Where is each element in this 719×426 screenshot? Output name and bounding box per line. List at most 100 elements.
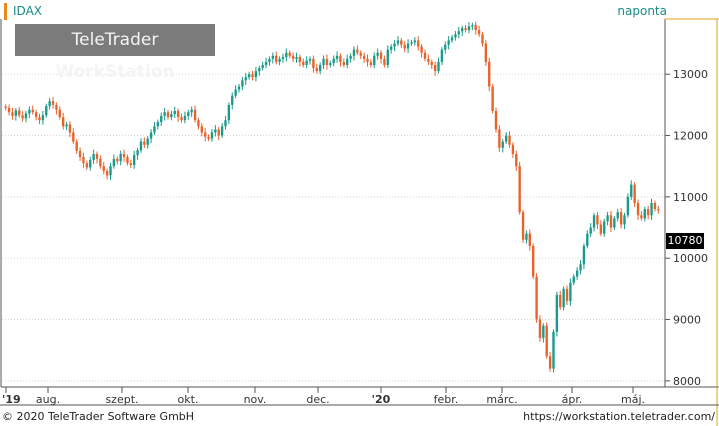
candle-body: [474, 25, 477, 31]
y-tick-label: 13000: [673, 68, 708, 81]
candle-body: [163, 112, 166, 116]
candle-body: [532, 245, 535, 277]
candle-body: [119, 153, 122, 162]
candle-body: [285, 52, 288, 58]
candle-body: [352, 49, 356, 56]
candle-body: [488, 61, 491, 87]
candle-body: [258, 68, 261, 72]
candle-body: [264, 61, 268, 65]
candle-body: [92, 153, 95, 161]
candle-body: [204, 132, 207, 137]
candle-body: [535, 276, 538, 320]
chart-frame: [0, 18, 719, 426]
candle-body: [254, 71, 258, 78]
candle-body: [606, 215, 609, 222]
candle-body: [613, 218, 616, 228]
candle-body: [183, 115, 187, 121]
x-tick-label: ápr.: [562, 393, 583, 406]
candle-body: [122, 153, 126, 157]
candle-body: [244, 77, 247, 81]
y-tick-label: 10000: [673, 252, 708, 265]
candle-body: [166, 112, 170, 118]
candle-body: [501, 141, 504, 148]
website-link[interactable]: https://workstation.teletrader.com/: [523, 410, 715, 423]
copyright-text: © 2020 TeleTrader Software GmbH: [2, 410, 195, 423]
candle-body: [498, 129, 501, 148]
candle-body: [82, 157, 85, 164]
candle-body: [241, 80, 244, 87]
x-tick-label: márc.: [486, 393, 517, 406]
candle-body: [528, 233, 531, 246]
candle-body: [170, 114, 173, 118]
candle-body: [471, 25, 474, 27]
candle-body: [95, 153, 99, 159]
candle-body: [231, 95, 234, 105]
candle-body: [511, 144, 515, 154]
candle-body: [143, 141, 146, 145]
y-tick-label: 9000: [673, 314, 701, 327]
symbol-label[interactable]: IDAX: [4, 3, 42, 20]
candle-body: [295, 57, 298, 59]
candle-body: [575, 270, 579, 277]
plot-area-background: [1, 19, 665, 387]
candle-body: [447, 40, 450, 45]
y-axis-ticks: 8000 9000 10000 11000 12000 13000: [665, 68, 708, 388]
candle-body: [89, 160, 92, 168]
candle-body: [646, 209, 650, 216]
candle-body: [7, 107, 11, 113]
x-tick-label: nov.: [244, 393, 267, 406]
candle-body: [596, 215, 599, 225]
candle-body: [197, 120, 200, 127]
candle-body: [24, 113, 28, 119]
candle-body: [633, 184, 636, 203]
candle-body: [315, 68, 318, 72]
candle-body: [515, 153, 518, 167]
logo-text-teletrader: TeleTrader: [71, 30, 159, 50]
candle-body: [298, 57, 302, 62]
candle-body: [623, 215, 626, 225]
x-tick-label: okt.: [178, 393, 199, 406]
candle-body: [176, 111, 180, 118]
candle-body: [589, 227, 592, 234]
candle-body: [126, 157, 129, 164]
candle-body: [366, 58, 369, 62]
candle-body: [406, 43, 410, 49]
candle-body: [619, 212, 623, 225]
candle-body: [484, 43, 488, 62]
candle-body: [457, 31, 460, 35]
candle-body: [461, 28, 464, 32]
candle-body: [11, 112, 14, 116]
candlestick-series: [4, 21, 660, 373]
candle-body: [440, 49, 444, 62]
candle-body: [579, 264, 582, 271]
candle-body: [305, 60, 308, 65]
candle-body: [636, 203, 640, 216]
candle-body: [102, 166, 105, 172]
candle-body: [31, 109, 34, 113]
candle-body: [193, 109, 197, 121]
candle-body: [386, 49, 389, 65]
candle-body: [538, 319, 542, 338]
candle-body: [559, 295, 562, 308]
grid-lines: [2, 73, 664, 382]
candle-body: [562, 288, 565, 308]
candle-body: [491, 86, 494, 111]
candle-body: [437, 61, 440, 72]
candle-body: [48, 101, 51, 107]
candle-body: [555, 295, 559, 332]
candle-body: [467, 26, 471, 31]
candle-body: [28, 109, 31, 114]
candle-body: [359, 52, 362, 56]
x-tick-label: febr.: [434, 393, 459, 406]
candle-body: [116, 158, 119, 162]
candle-body: [552, 331, 555, 369]
candle-body: [261, 65, 264, 69]
candle-body: [302, 61, 305, 65]
candle-body: [72, 132, 75, 142]
candle-body: [542, 325, 545, 338]
candle-body: [650, 203, 653, 216]
period-label[interactable]: naponta: [617, 4, 667, 18]
candle-body: [14, 110, 18, 116]
y-tick-label: 12000: [673, 130, 708, 143]
